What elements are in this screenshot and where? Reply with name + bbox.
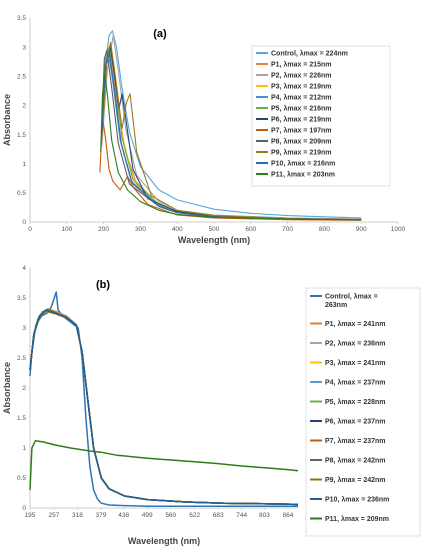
chart-a: 0 0.5 1 1.5 2 2.5 3 3.5 0 100 200 300 400 500 600 700 80… [2, 15, 406, 245]
legend-entry: P1, λmax = 215nm [271, 61, 332, 69]
x-axis-label: Wavelength (nm) [128, 536, 200, 546]
series-line [29, 308, 299, 506]
legend-entry: P2, λmax = 226nm [271, 72, 332, 80]
legend-entry: P7, λmax = 237nm [325, 437, 386, 445]
x-tick-label: 400 [172, 226, 183, 233]
series-line [29, 309, 299, 506]
series-line [29, 440, 299, 491]
y-tick-label: 2 [22, 385, 26, 392]
legend-entry: P2, λmax = 236nm [325, 340, 386, 348]
legend-entry: P10, λmax = 216nm [271, 160, 335, 168]
y-tick-label: 1 [22, 445, 26, 452]
legend-entry: P10, λmax = 236nm [325, 496, 389, 504]
legend-entry: P9, λmax = 242nm [325, 476, 386, 484]
series-line [100, 72, 362, 221]
series-line [101, 46, 362, 221]
legend-entry: Control, λmax = [325, 293, 378, 301]
x-tick-label: 0 [28, 226, 32, 233]
legend-entry: P6, λmax = 237nm [325, 418, 386, 426]
x-tick-label: 600 [245, 226, 256, 233]
y-tick-label: 2.5 [17, 73, 26, 80]
legend-entry: P8, λmax = 209nm [271, 138, 332, 146]
x-tick-label: 900 [356, 226, 367, 233]
series-line [29, 309, 299, 506]
x-tick-label: 864 [283, 512, 294, 519]
y-tick-label: 3 [22, 325, 26, 332]
series-line [29, 309, 299, 506]
x-tick-label: 500 [209, 226, 220, 233]
legend-entry: P11, λmax = 203nm [271, 171, 335, 179]
x-tick-label: 200 [98, 226, 109, 233]
y-tick-label: 4 [22, 265, 26, 272]
series-line [101, 41, 362, 221]
panel-label: (b) [96, 279, 110, 291]
panel-label: (a) [153, 28, 167, 40]
series-line [29, 309, 299, 506]
legend-entry: P5, λmax = 228nm [325, 398, 386, 406]
series-line [101, 30, 362, 219]
y-axis-label: Absorbance [2, 94, 12, 146]
legend-entry: P6, λmax = 219nm [271, 116, 332, 124]
y-tick-label: 3.5 [17, 295, 26, 302]
legend-entry: P3, λmax = 219nm [271, 83, 332, 91]
x-tick-label: 622 [189, 512, 200, 519]
x-tick-label: 100 [61, 226, 72, 233]
y-tick-label: 1.5 [17, 132, 26, 139]
y-axis-label: Absorbance [2, 362, 12, 414]
legend-entry: 263nm [325, 302, 347, 309]
legend-box [305, 287, 421, 537]
x-tick-label: 803 [259, 512, 270, 519]
x-tick-label: 438 [118, 512, 129, 519]
series-line [29, 309, 299, 506]
x-tick-label: 744 [236, 512, 247, 519]
x-tick-label: 195 [25, 512, 36, 519]
legend-box [251, 45, 391, 187]
legend-entry: P3, λmax = 241nm [325, 359, 386, 367]
y-tick-label: 3.5 [17, 15, 26, 22]
y-tick-label: 0 [22, 505, 26, 512]
y-tick-label: 0 [22, 219, 26, 226]
legend-entry: P7, λmax = 197nm [271, 127, 332, 135]
chart-b: 0 0.5 1 1.5 2 2.5 3 3.5 4 195 257 318 379 438 499 560 62… [2, 265, 421, 546]
series-line [29, 308, 299, 506]
legend-entry: Control, λmax = 224nm [271, 50, 348, 58]
x-tick-label: 257 [48, 512, 59, 519]
legend-entry: P1, λmax = 241nm [325, 320, 386, 328]
series-line [29, 310, 299, 506]
legend-entry: P4, λmax = 212nm [271, 94, 332, 102]
x-tick-label: 379 [96, 512, 107, 519]
legend-entry: P9, λmax = 219nm [271, 149, 332, 157]
y-tick-label: 0.5 [17, 190, 26, 197]
legend-entry: P4, λmax = 237nm [325, 379, 386, 387]
x-tick-label: 300 [135, 226, 146, 233]
legend-entry: P11, λmax = 209nm [325, 515, 389, 523]
series-line [29, 291, 298, 507]
y-tick-label: 2.5 [17, 355, 26, 362]
x-tick-label: 318 [72, 512, 83, 519]
x-axis-label: Wavelength (nm) [178, 235, 250, 245]
y-tick-label: 0.5 [17, 475, 26, 482]
x-tick-label: 560 [165, 512, 176, 519]
y-tick-label: 1.5 [17, 415, 26, 422]
legend-entry: P5, λmax = 216nm [271, 105, 332, 113]
x-tick-label: 700 [282, 226, 293, 233]
y-tick-label: 2 [22, 103, 26, 110]
x-tick-label: 800 [319, 226, 330, 233]
x-tick-label: 683 [213, 512, 224, 519]
y-tick-label: 3 [22, 44, 26, 51]
x-tick-label: 499 [142, 512, 153, 519]
series-line [29, 309, 299, 506]
series-line [29, 308, 299, 506]
y-tick-label: 1 [22, 161, 26, 168]
legend-entry: P8, λmax = 242nm [325, 457, 386, 465]
x-tick-label: 1000 [391, 226, 406, 233]
